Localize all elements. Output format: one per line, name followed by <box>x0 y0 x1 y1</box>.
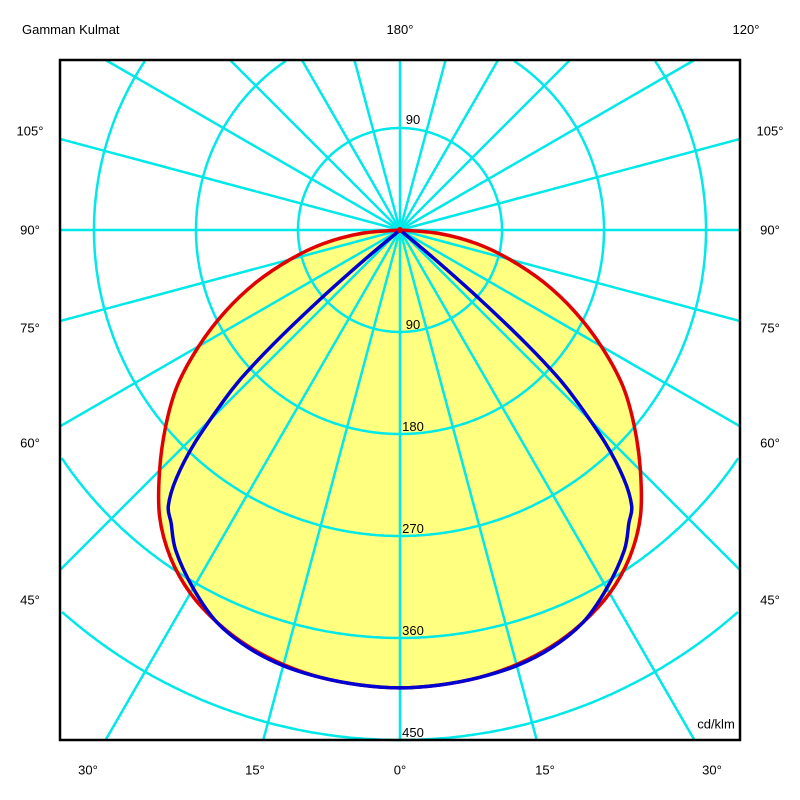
grid-ray <box>59 228 401 323</box>
bottom-angle-label: 30° <box>702 762 722 778</box>
grid-circle <box>60 457 740 640</box>
left-angle-label: 105° <box>16 123 44 139</box>
left-angle-label: 75° <box>20 320 40 336</box>
grid-ray <box>398 229 538 741</box>
grid-ray <box>398 59 447 231</box>
grid-ray <box>104 229 402 741</box>
header-center-label: 180° <box>386 22 414 37</box>
grid-circle <box>61 611 739 742</box>
header-right-label: 120° <box>732 22 760 37</box>
right-angle-label: 90° <box>760 222 780 238</box>
center-point <box>397 227 403 233</box>
grid-ray <box>353 59 402 231</box>
radial-tick-label: 90 <box>406 112 420 127</box>
right-angle-label: 60° <box>760 435 780 451</box>
radial-tick-label: 270 <box>402 521 424 536</box>
radial-tick-label: 180 <box>402 419 424 434</box>
unit-label: cd/klm <box>697 716 735 732</box>
radial-tick-label: 360 <box>402 623 424 638</box>
header-left-label: Gamman Kulmat <box>22 22 120 37</box>
left-angle-label: 45° <box>20 592 40 608</box>
radial-tick-label: 90 <box>406 317 420 332</box>
grid-circle <box>194 59 606 436</box>
grid-ray <box>59 137 401 232</box>
plot-frame <box>58 58 742 742</box>
curve-c90-c270 <box>166 228 634 690</box>
grid-ray <box>399 228 741 428</box>
grid-ray <box>398 229 696 741</box>
grid-ray <box>399 228 741 323</box>
grid-ray <box>399 229 741 571</box>
grid-ray <box>399 59 571 231</box>
left-angle-label: 60° <box>20 435 40 451</box>
grid-ray <box>59 229 401 571</box>
grid-ray <box>300 59 402 231</box>
grid-circle <box>92 60 708 538</box>
right-angle-label: 75° <box>760 320 780 336</box>
grid-ray <box>104 58 401 232</box>
right-angle-label: 105° <box>756 123 784 139</box>
grid-ray <box>229 59 401 231</box>
right-angle-label: 45° <box>760 592 780 608</box>
grid-ray <box>398 59 500 231</box>
grid-ray <box>59 228 401 428</box>
bottom-angle-label: 15° <box>245 762 265 778</box>
radial-tick-label: 450 <box>402 725 424 740</box>
grid-ray <box>399 58 696 232</box>
bottom-angle-label: 30° <box>78 762 98 778</box>
bottom-angle-label: 0° <box>393 762 407 778</box>
grid-ray <box>262 229 402 741</box>
left-angle-label: 90° <box>20 222 40 238</box>
bottom-angle-label: 15° <box>535 762 555 778</box>
grid-ray <box>399 137 741 232</box>
